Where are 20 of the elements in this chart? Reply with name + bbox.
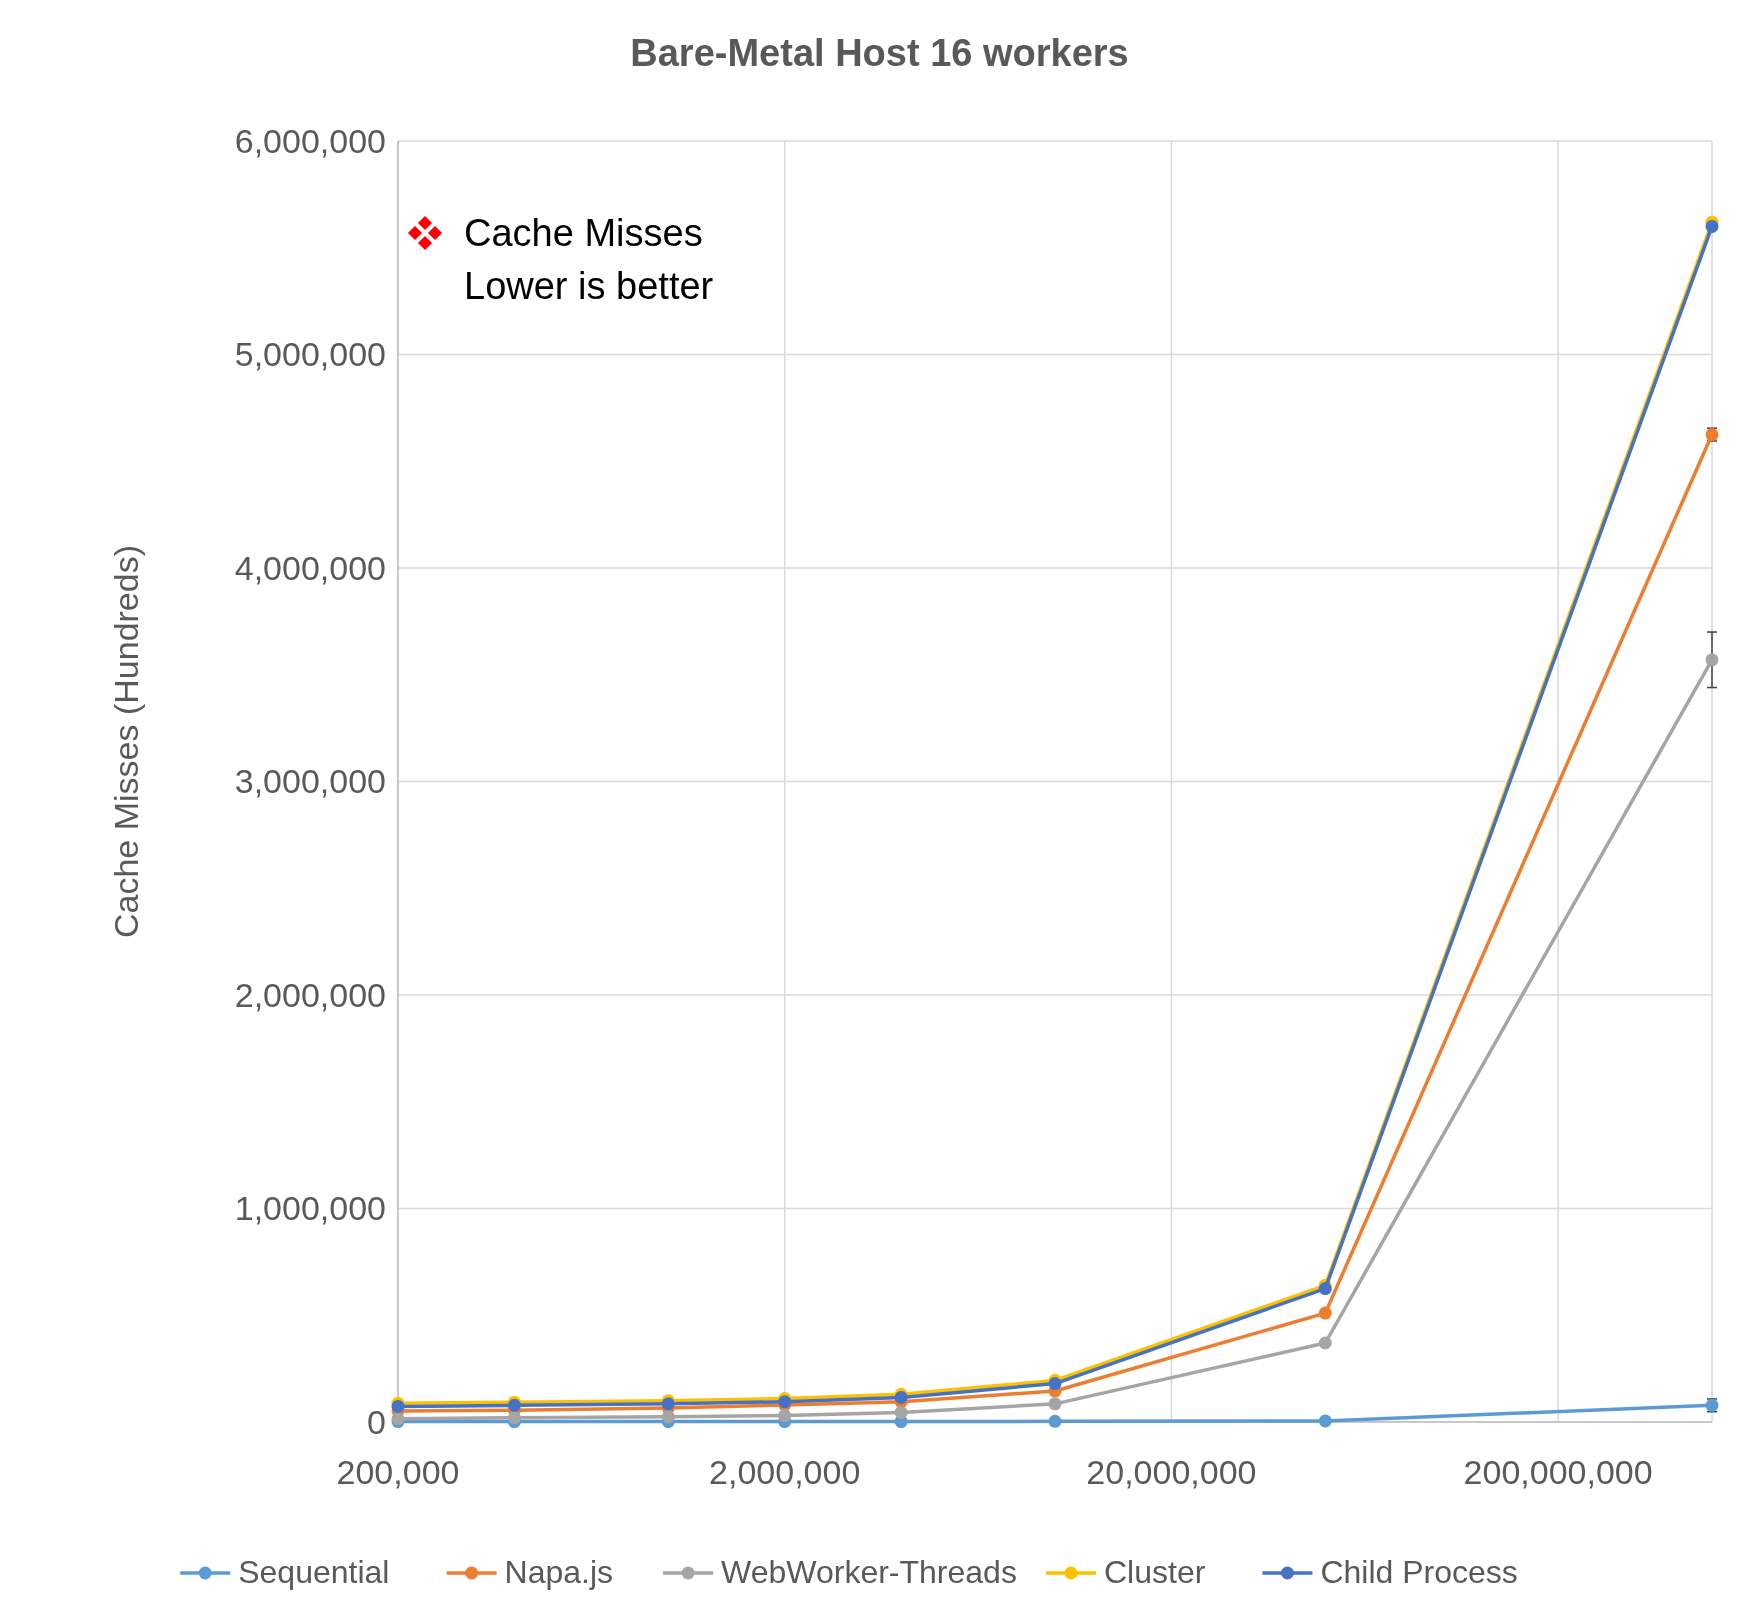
legend-label: Cluster (1103, 1554, 1206, 1590)
x-tick-label: 20,000,000 (1086, 1453, 1257, 1491)
x-tick-label: 200,000 (336, 1453, 460, 1491)
legend-label: Napa.js (504, 1554, 614, 1590)
legend-label: Child Process (1320, 1554, 1518, 1590)
y-axis-title: Cache Misses (Hundreds) (107, 544, 145, 939)
x-tick-label: 200,000,000 (1463, 1453, 1653, 1491)
x-tick-label: 2,000,000 (709, 1453, 861, 1491)
chart-title: Bare-Metal Host 16 workers (630, 32, 1129, 74)
y-tick-label: 0 (367, 1402, 386, 1441)
y-tick-label: 2,000,000 (234, 975, 386, 1014)
annotation: Lower is better (464, 265, 714, 307)
legend-label: Sequential (238, 1554, 390, 1590)
y-tick-label: 5,000,000 (234, 335, 386, 374)
annotation: Cache Misses (464, 212, 703, 254)
y-tick-label: 4,000,000 (234, 548, 386, 587)
legend-label: WebWorker-Threads (721, 1554, 1017, 1590)
y-tick-label: 6,000,000 (234, 121, 386, 160)
y-tick-label: 1,000,000 (234, 1189, 386, 1228)
y-tick-label: 3,000,000 (234, 762, 386, 801)
